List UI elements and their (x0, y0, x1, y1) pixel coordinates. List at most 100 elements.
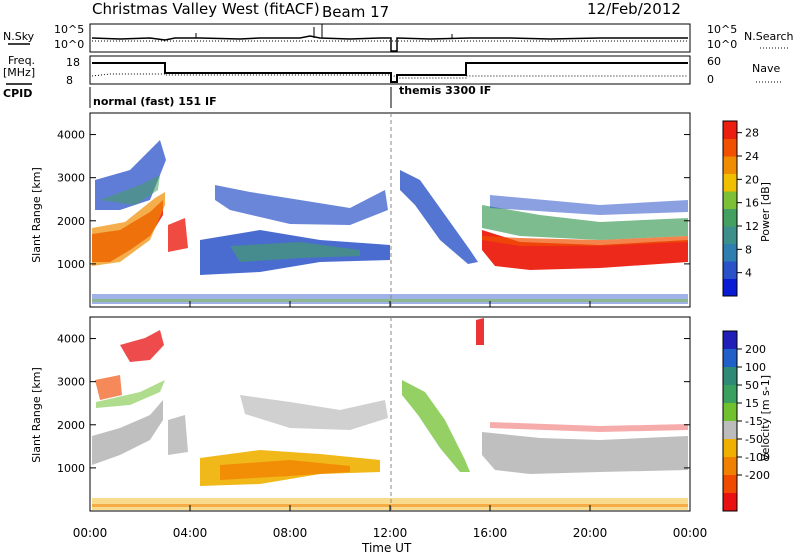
velocity-colorbar-swatch (723, 475, 737, 494)
nave-label: Nave (752, 62, 780, 75)
velocity-colorbar-swatch (723, 331, 737, 350)
velocity-colorbar-label: Velocity [m s-1] (759, 375, 772, 461)
power-colorbar-tick-label: 24 (745, 150, 759, 163)
velocity-yticks: 1000 2000 3000 4000 (57, 333, 690, 475)
velocity-colorbar-tick-label: 15 (745, 397, 759, 410)
velocity-ytick-label: 2000 (57, 419, 85, 432)
velocity-echo-upper-midday (240, 395, 388, 430)
velocity-colorbar-swatch (723, 421, 737, 440)
cpid-segment-normal: normal (fast) 151 IF (93, 95, 217, 108)
nave-trace (91, 73, 688, 79)
velocity-colorbar-swatch (723, 385, 737, 404)
power-colorbar-swatch (723, 156, 737, 174)
velocity-echo-arc-evening (402, 380, 470, 472)
xtick-label: 00:00 (673, 526, 708, 540)
power-echo-halo-early (92, 192, 165, 266)
velocity-colorbar-tick-label: -50 (745, 433, 763, 446)
velocity-colorbar-tick-label: -100 (745, 451, 770, 464)
cpid-panel: CPID normal (fast) 151 IF themis 3300 IF (3, 84, 491, 108)
nave-tick-bottom: 0 (707, 73, 714, 86)
velocity-ytick-label: 1000 (57, 462, 85, 475)
power-echo-strip-night (490, 195, 688, 215)
cpid-label: CPID (3, 87, 32, 100)
power-echo-band-midday-core (230, 242, 360, 262)
time-axis: 00:00 04:00 08:00 12:00 16:00 20:00 00:00 (73, 301, 708, 540)
velocity-ytick-label: 4000 (57, 333, 85, 346)
power-ytick-label: 2000 (57, 215, 85, 228)
xtick-label: 20:00 (573, 526, 608, 540)
power-colorbar-swatch (723, 243, 737, 262)
power-colorbar-tick-label: 16 (745, 197, 759, 210)
power-colorbar-tick-label: 28 (745, 127, 759, 140)
velocity-echo-band-night (482, 432, 688, 474)
power-colorbar-swatch (723, 226, 737, 244)
velocity-echo-band-midday-core (220, 460, 350, 480)
velocity-echo-band-early (92, 400, 163, 465)
power-colorbar-swatch (723, 261, 737, 279)
freq-tick-top: 18 (66, 56, 80, 69)
xtick-label: 04:00 (173, 526, 208, 540)
velocity-colorbar-swatch (723, 439, 737, 458)
power-echo-upper-midday (215, 185, 388, 225)
velocity-heatmap (92, 318, 688, 510)
velocity-colorbar: 200 100 50 15 -15 -50 -100 -200 (722, 330, 770, 512)
freq-tick-bottom: 8 (66, 74, 73, 87)
nsearch-label: N.Search (744, 30, 794, 43)
power-colorbar-swatch (723, 138, 737, 157)
nsky-trace (91, 35, 688, 52)
power-echo-band-night-core (482, 230, 688, 270)
power-heatmap (92, 140, 688, 304)
power-colorbar-tick-label: 8 (745, 243, 752, 256)
velocity-echo-arc-red (95, 375, 122, 400)
power-colorbar-tick-label: 4 (745, 267, 752, 280)
velocity-colorbar-tick-label: 200 (745, 343, 766, 356)
nsky-label: N.Sky (3, 30, 35, 43)
velocity-echo-patch-0330 (168, 415, 188, 455)
power-colorbar-tick-label: 12 (745, 220, 759, 233)
power-echo-arc-left-mid (100, 175, 160, 205)
velocity-ylabel: Slant Range [km] (30, 367, 43, 463)
velocity-colorbar-swatch (723, 403, 737, 422)
power-echo-band-night-edge (482, 236, 688, 246)
xtick-label: 08:00 (273, 526, 308, 540)
date-title: 12/Feb/2012 (587, 0, 681, 18)
power-ytick-label: 1000 (57, 258, 85, 271)
velocity-echo-strip-night (490, 422, 688, 432)
velocity-echo-arc-left (120, 330, 164, 362)
velocity-echo-spot-evening (476, 318, 484, 345)
power-colorbar-frame (722, 120, 738, 297)
nsky-tick-top: 10^5 (54, 23, 84, 36)
power-ytick-label: 3000 (57, 172, 85, 185)
power-echo-arc-evening (400, 170, 478, 264)
freq-panel: Freq. [MHz] 18 8 60 0 Nave (3, 54, 782, 87)
power-colorbar-label: Power [dB] (759, 182, 772, 242)
time-axis-label: Time UT (361, 541, 412, 554)
power-colorbar-tick-label: 20 (745, 173, 759, 186)
power-yticks: 1000 2000 3000 4000 (57, 129, 690, 271)
velocity-colorbar-tick-label: 50 (745, 379, 759, 392)
nave-tick-top: 60 (707, 55, 721, 68)
power-echo-patch-0330 (168, 218, 188, 252)
power-colorbar-swatch (723, 278, 737, 297)
velocity-colorbar-swatch (723, 367, 737, 386)
xtick-label: 12:00 (373, 526, 408, 540)
power-colorbar-swatch (723, 173, 737, 192)
nsky-tick-bottom: 10^0 (54, 38, 84, 51)
velocity-ytick-label: 3000 (57, 376, 85, 389)
freq-unit-label: [MHz] (3, 66, 35, 79)
velocity-colorbar-swatch (723, 457, 737, 476)
velocity-panel: Slant Range [km] 1000 2000 3000 4000 (30, 316, 691, 512)
velocity-colorbar-tick-label: 100 (745, 361, 766, 374)
nsearch-tick-top: 10^5 (707, 23, 737, 36)
power-colorbar-swatch (723, 121, 737, 139)
xtick-label: 00:00 (73, 526, 108, 540)
power-ground-scatter-highlights (92, 299, 688, 302)
power-colorbar-swatch (723, 208, 737, 227)
nsky-panel: N.Sky 10^5 10^0 10^5 10^0 N.Search (3, 23, 794, 53)
xtick-label: 16:00 (473, 526, 508, 540)
power-ylabel: Slant Range [km] (30, 167, 43, 263)
velocity-colorbar-swatch (723, 493, 737, 512)
beam-title: Beam 17 (322, 3, 389, 21)
power-colorbar: 4 8 12 16 20 24 28 (722, 120, 759, 297)
power-panel: Slant Range [km] 1000 2000 3000 4000 (30, 112, 691, 308)
